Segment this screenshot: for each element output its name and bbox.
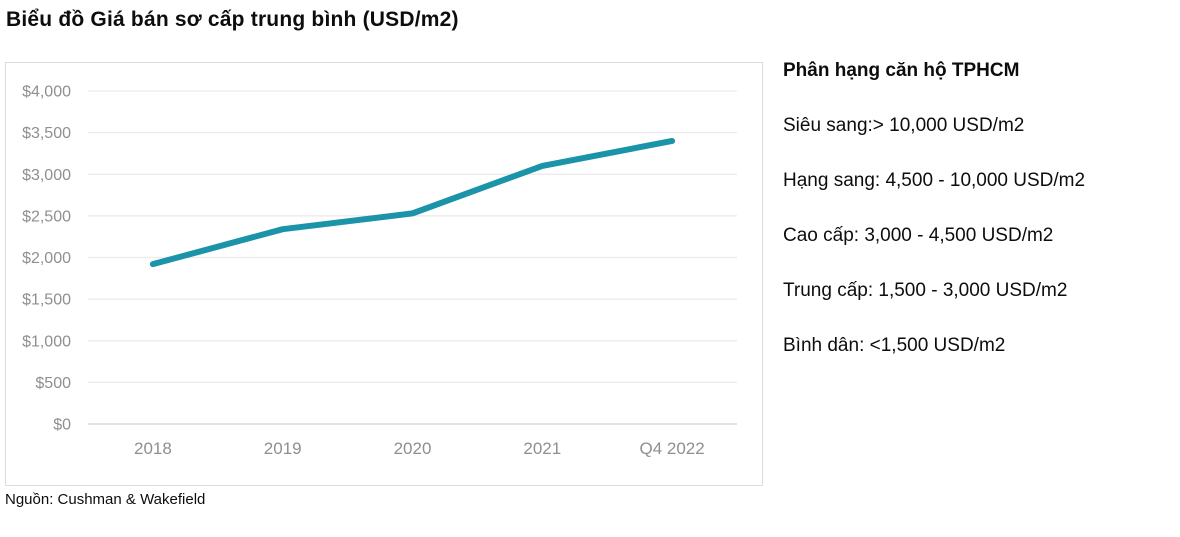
classification-item-binh-dan: Bình dân: <1,500 USD/m2 [783,335,1006,356]
classification-title: Phân hạng căn hộ TPHCM [783,60,1020,81]
page-title: Biểu đồ Giá bán sơ cấp trung bình (USD/m… [6,8,459,31]
chart-container: $0 $500 $1,000 $1,500 $2,000 $2,500 $3,000 $3,5… [5,62,763,486]
classification-panel: Phân hạng căn hộ TPHCM Siêu sang:> 10,00… [783,60,1175,390]
y-tick-label: $500 [35,375,71,392]
y-tick-label: $0 [53,417,71,434]
classification-item-trung-cap: Trung cấp: 1,500 - 3,000 USD/m2 [783,280,1068,301]
price-line-chart: $0 $500 $1,000 $1,500 $2,000 $2,500 $3,000 $3,5… [22,84,737,458]
classification-item-sieu-sang: Siêu sang:> 10,000 USD/m2 [783,115,1025,136]
y-tick-label: $2,000 [22,250,71,267]
x-tick-label: 2018 [134,439,172,458]
classification-item-hang-sang: Hạng sang: 4,500 - 10,000 USD/m2 [783,170,1086,191]
price-line-series [149,137,676,268]
x-tick-label: 2020 [394,439,432,458]
source-note: Nguồn: Cushman & Wakefield [5,491,206,508]
y-tick-label: $3,000 [22,167,71,184]
classification-item-cao-cap: Cao cấp: 3,000 - 4,500 USD/m2 [783,225,1054,246]
y-tick-label: $3,500 [22,125,71,142]
x-tick-label: Q4 2022 [639,439,704,458]
y-tick-label: $4,000 [22,84,71,101]
y-tick-label: $1,000 [22,333,71,350]
y-tick-label: $2,500 [22,208,71,225]
x-tick-label: 2021 [523,439,561,458]
y-tick-label: $1,500 [22,292,71,309]
x-tick-label: 2019 [264,439,302,458]
